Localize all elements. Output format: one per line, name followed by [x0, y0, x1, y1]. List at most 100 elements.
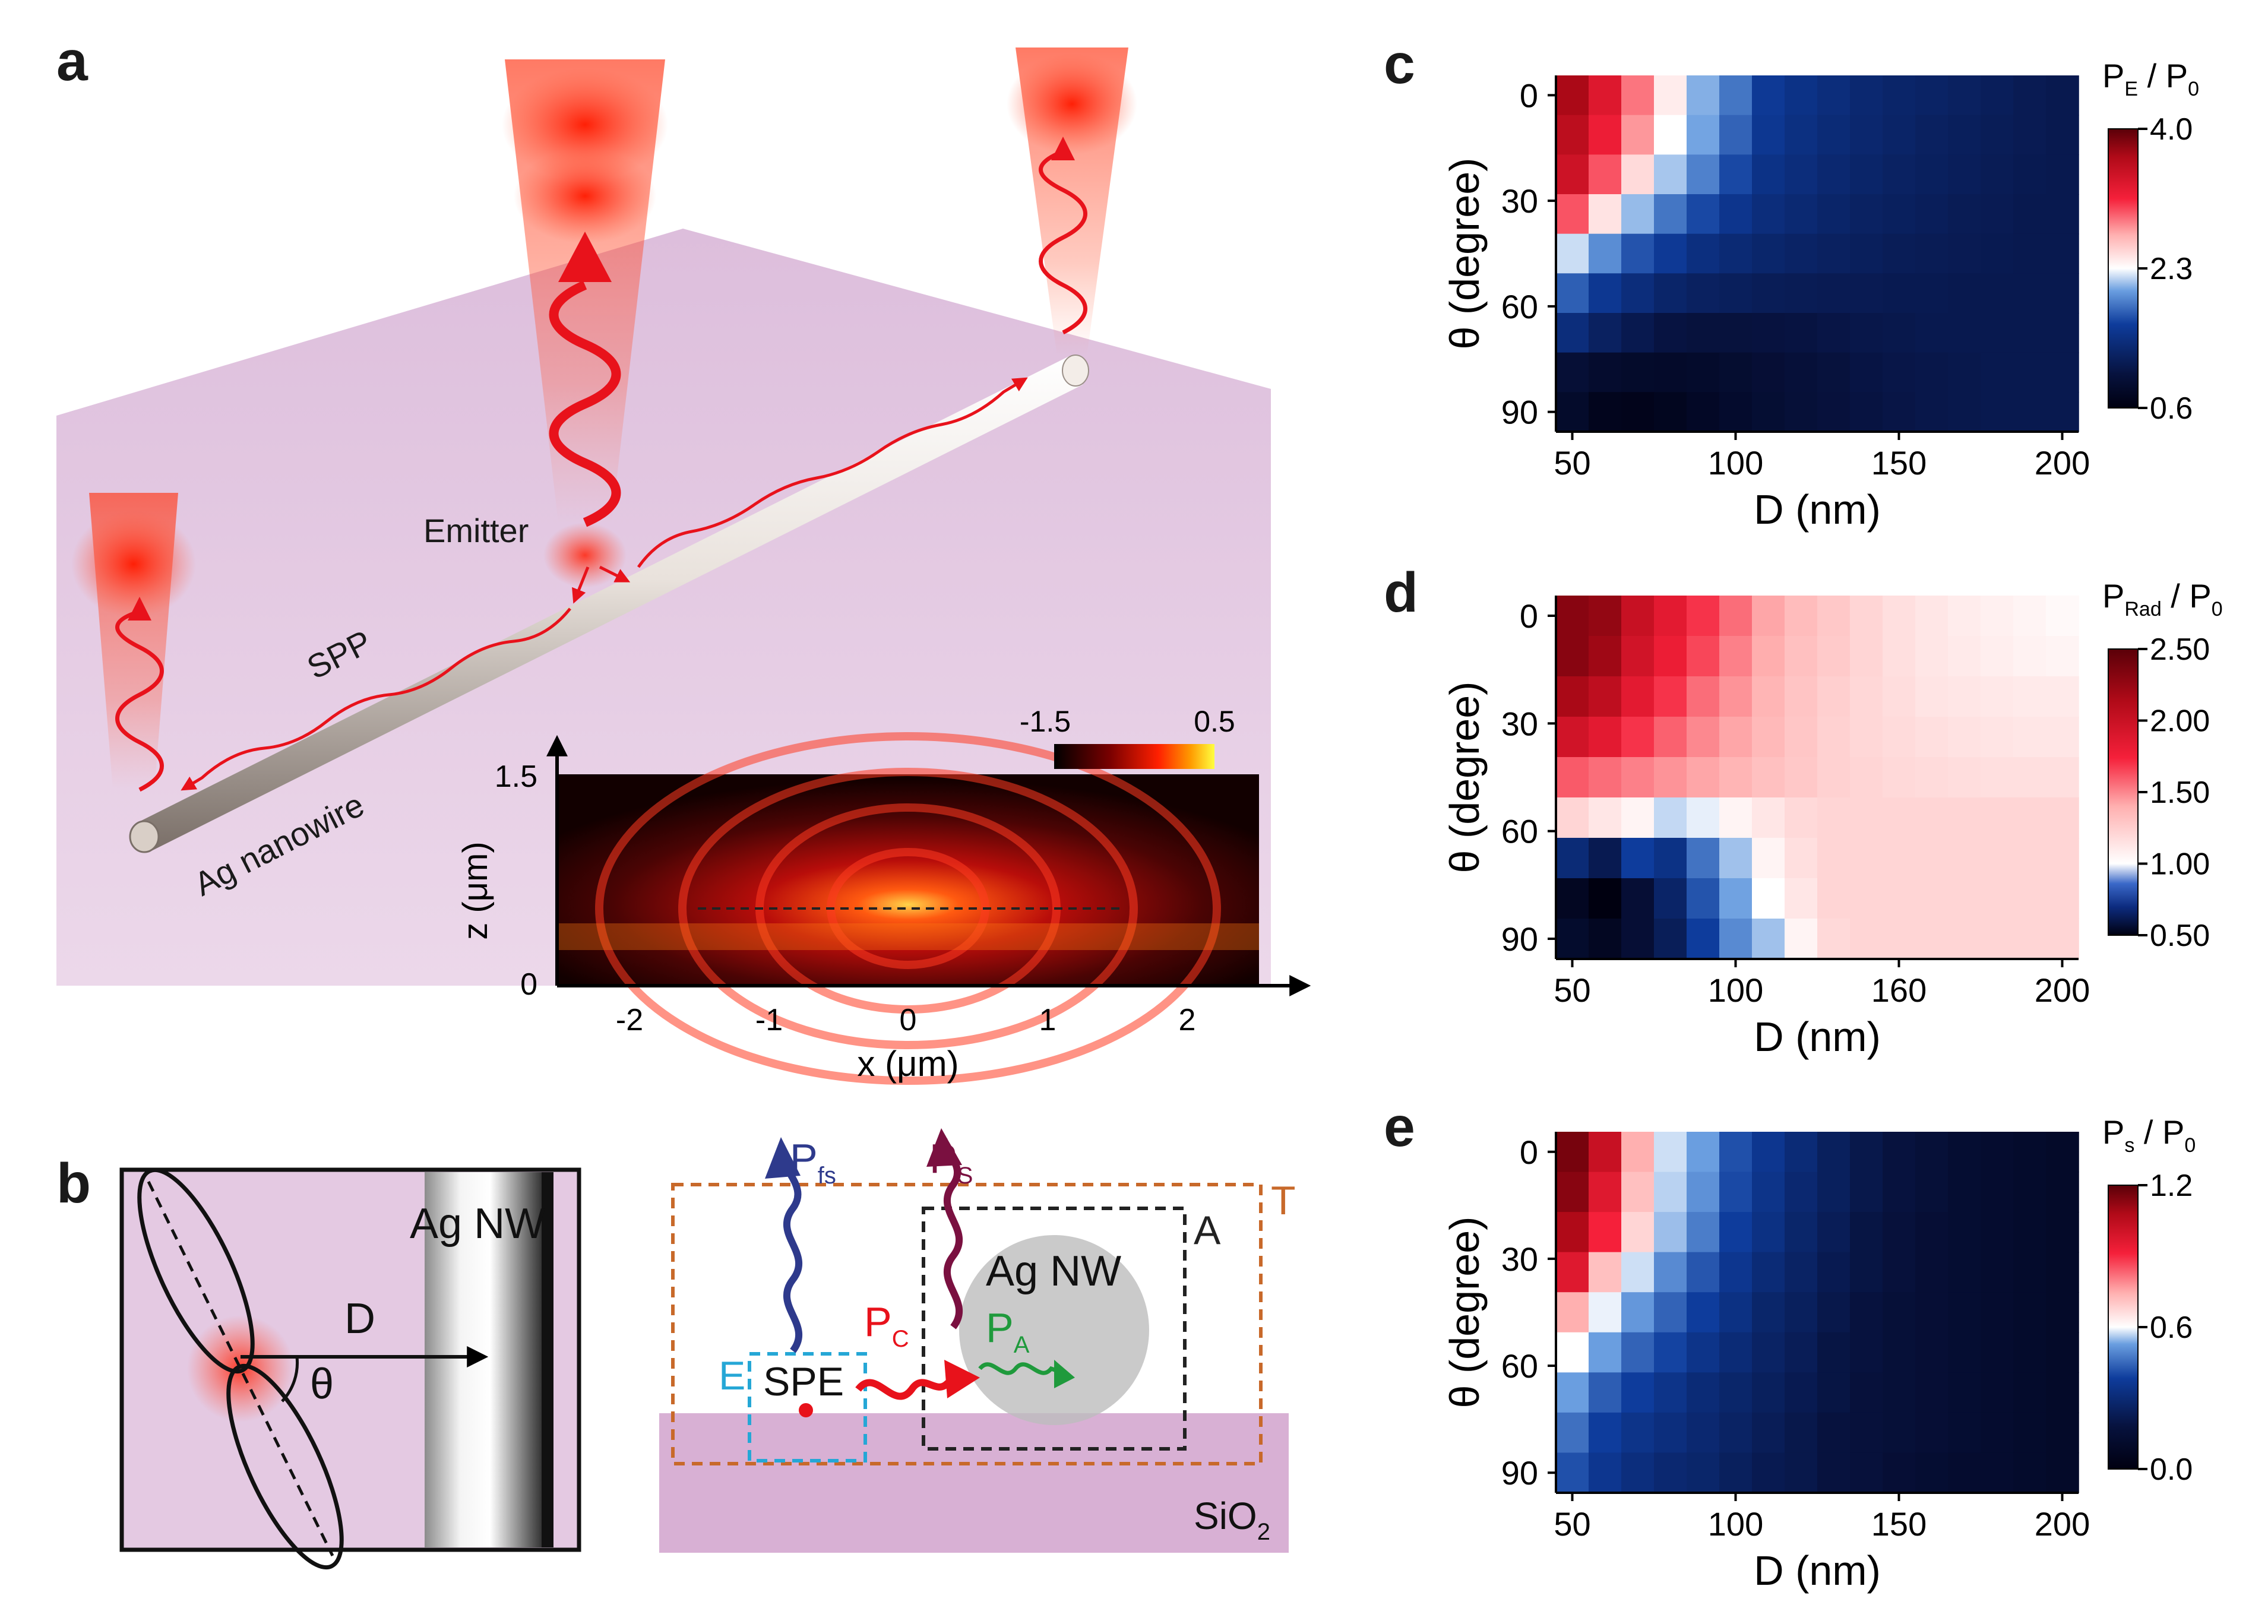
heatmap-cell: [1948, 313, 1981, 353]
heatmap-cell: [1556, 352, 1589, 393]
heatmap-cell: [1719, 676, 1753, 717]
y-tick-label: 60: [1501, 1347, 1538, 1385]
heatmap-cell: [1621, 233, 1655, 274]
heatmap-cell: [1915, 1372, 1948, 1413]
heatmap-cell: [1654, 352, 1687, 393]
heatmap-cell: [2013, 154, 2046, 195]
heatmap-cell: [1850, 1372, 1883, 1413]
heatmap-cell: [1556, 194, 1589, 235]
emission-beams: [71, 48, 1137, 790]
heatmap-cell: [1589, 1332, 1622, 1373]
heatmap-cell: [1785, 919, 1818, 960]
heatmap-cell: [1883, 1212, 1916, 1253]
heatmap-cell: [1981, 919, 2014, 960]
heatmap-cell: [1654, 636, 1687, 677]
y-tick-label: 30: [1501, 182, 1538, 220]
heatmap-cell: [1915, 878, 1948, 919]
heatmap-cell: [1948, 919, 1981, 960]
heatmap-cell: [1948, 596, 1981, 637]
heatmap-cell: [1948, 392, 1981, 432]
p-a-wave: [978, 1362, 1061, 1375]
heatmap-cell: [1850, 75, 1883, 116]
heatmap-cell: [1719, 878, 1753, 919]
heatmap-cell: [1981, 1252, 2014, 1293]
heatmap-cell: [1817, 75, 1851, 116]
heatmap-cell: [1687, 1252, 1720, 1293]
heatmap-cell: [1915, 757, 1948, 798]
heatmap-cell: [1687, 676, 1720, 717]
heatmap-cell: [1654, 194, 1687, 235]
y-tick-label: 90: [1501, 920, 1538, 958]
heatmap-cell: [1654, 797, 1687, 838]
colorbar-tick-label: 0.0: [2150, 1452, 2193, 1487]
heatmap-cell: [1883, 717, 1916, 758]
inset-xlabel: x (μm): [857, 1044, 959, 1084]
heatmap-cell: [2046, 115, 2079, 156]
heatmap-cell: [2013, 194, 2046, 235]
heatmap-cell: [1621, 194, 1655, 235]
heatmap-cell: [1948, 1252, 1981, 1293]
heatmap-cell: [1687, 919, 1720, 960]
heatmap-cell: [1621, 1412, 1655, 1454]
heatmap-cell: [1948, 797, 1981, 838]
heatmap-cell: [1687, 273, 1720, 314]
heatmap-d: 0 30 60 90 50 100 160 200 D (nm) θ (degree) 2.50 2.…: [1441, 577, 2223, 1060]
heatmap-cell: [1621, 75, 1655, 116]
heatmap-cell: [1621, 313, 1655, 353]
heatmap-cell: [1752, 75, 1785, 116]
heatmap-cell: [2046, 596, 2079, 637]
heatmap-cell: [1850, 838, 1883, 879]
x-tick-label: 100: [1708, 444, 1763, 482]
heatmap-cell: [1883, 352, 1916, 393]
heatmap-cell: [1817, 1132, 1851, 1173]
panel-a: a: [56, 30, 1311, 1085]
heatmap-cell: [2046, 1252, 2079, 1293]
heatmap-cell: [1589, 676, 1622, 717]
inset-xtick-m1: -1: [755, 1003, 783, 1037]
heatmap-cell: [1621, 352, 1655, 393]
heatmap-cell: [1817, 273, 1851, 314]
heatmap-cell: [1621, 1172, 1655, 1213]
heatmap-cell: [1719, 596, 1753, 637]
p-a-label: PA: [986, 1305, 1030, 1358]
heatmap-cell: [2046, 717, 2079, 758]
heatmap-cell: [1654, 313, 1687, 353]
y-axis-label: θ (degree): [1441, 158, 1488, 350]
x-tick-label: 50: [1554, 1505, 1590, 1543]
heatmap-cell: [1817, 1212, 1851, 1253]
heatmap-cell: [1752, 636, 1785, 677]
panel-label-d: d: [1384, 561, 1418, 624]
heatmap-cell: [1817, 1292, 1851, 1333]
heatmap-cell: [1687, 797, 1720, 838]
heatmap-cell: [1687, 75, 1720, 116]
heatmap-cell: [1817, 1252, 1851, 1293]
heatmap-cell: [1687, 717, 1720, 758]
heatmap-cell: [1556, 1412, 1589, 1454]
heatmap-cell: [1752, 1212, 1785, 1253]
panel-b: b Ag NW D θ: [56, 1128, 1296, 1570]
heatmap-cell: [2046, 313, 2079, 353]
heatmap-cell: [1785, 1372, 1818, 1413]
heatmap-cell: [1752, 1252, 1785, 1293]
heatmap-cell: [1850, 194, 1883, 235]
heatmap-cell: [2046, 838, 2079, 879]
box-e-label: E: [719, 1353, 745, 1398]
heatmap-cell: [1817, 233, 1851, 274]
heatmap-cell: [1785, 273, 1818, 314]
colorbar-tick-label: 2.00: [2150, 704, 2210, 739]
x-axis-label: D (nm): [1754, 486, 1881, 533]
box-t: [671, 1183, 1263, 1465]
heatmap-cell: [1981, 838, 2014, 879]
heatmap-cell: [1687, 313, 1720, 353]
heatmap-cell: [1719, 233, 1753, 274]
heatmap-cell: [1948, 1332, 1981, 1373]
heatmap-cell: [2013, 313, 2046, 353]
heatmap-cell: [1589, 154, 1622, 195]
colorbar-tick-label: 0.50: [2150, 919, 2210, 953]
x-tick-label: 50: [1554, 971, 1590, 1009]
heatmap-cell: [1589, 1412, 1622, 1454]
heatmap-cell: [1556, 273, 1589, 314]
heatmap-cell: [2013, 75, 2046, 116]
heatmap-cell: [1687, 194, 1720, 235]
